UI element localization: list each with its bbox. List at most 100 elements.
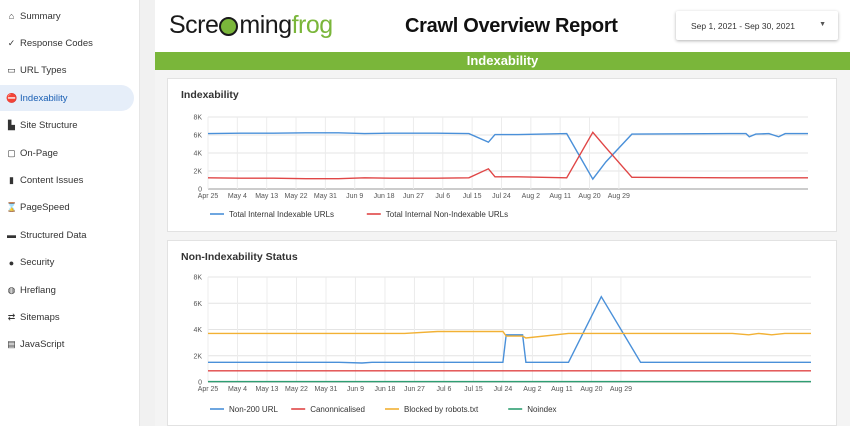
- series-line-1: [207, 132, 808, 181]
- x-tick-label: May 4: [228, 386, 247, 393]
- x-tick-label: Apr 25: [198, 193, 219, 200]
- sidebar-item-label: JavaScript: [20, 339, 65, 351]
- sidebar-item-security[interactable]: ● Security: [0, 250, 134, 276]
- x-tick-label: Aug 20: [578, 193, 600, 200]
- laptop-icon: ▬: [7, 230, 16, 241]
- site-structure-icon: ▙: [8, 120, 15, 131]
- logo-text-end: frog: [291, 10, 334, 39]
- x-tick-label: Aug 11: [551, 386, 573, 393]
- non-indexability-chart: 0 2K 4K 6K 8K Apr 25 May 4 May 13 May 22 May 31 Ju…: [193, 275, 811, 414]
- lock-icon: ●: [8, 257, 15, 268]
- checkmark-icon: ✓: [7, 37, 16, 48]
- x-tick-label: May 22: [285, 193, 308, 200]
- sidebar-item-site-structure[interactable]: ▙ Site Structure: [0, 113, 134, 139]
- legend-label: Blocked by robots.txt: [404, 405, 479, 414]
- sidebar-item-label: Response Codes: [20, 37, 93, 49]
- sidebar-item-label: URL Types: [20, 65, 67, 77]
- x-tick-label: May 13: [256, 386, 279, 393]
- x-tick-label: Aug 29: [610, 386, 632, 393]
- date-range-picker[interactable]: Sep 1, 2021 - Sep 30, 2021 ▼: [676, 11, 838, 40]
- sidebar-item-content-issues[interactable]: ▮ Content Issues: [0, 167, 134, 193]
- sidebar-item-label: Summary: [20, 10, 61, 22]
- x-tick-label: Jul 24: [492, 193, 511, 200]
- scroll-icon: ▤: [7, 339, 16, 350]
- series-line-2: [207, 131, 808, 180]
- screaming-frog-logo: Scre ming frog: [169, 8, 333, 42]
- sidebar-item-label: Hreflang: [20, 284, 56, 296]
- sidebar-item-indexability[interactable]: ⛔ Indexability: [0, 85, 134, 112]
- x-tick-label: Apr 25: [198, 386, 219, 393]
- x-tick-label: May 31: [314, 386, 337, 393]
- sidebar-item-pagespeed[interactable]: ⌛ PageSpeed: [0, 195, 134, 221]
- sidebar: ⌂ Summary ✓ Response Codes ▭ URL Types ⛔ Indexa…: [0, 0, 140, 426]
- sidebar-item-sitemaps[interactable]: ⇄ Sitemaps: [0, 304, 134, 330]
- legend-label: Canonnicalised: [310, 405, 365, 414]
- x-tick-label: Jul 15: [463, 193, 482, 200]
- x-tick-label: Aug 20: [580, 386, 602, 393]
- sidebar-item-response-codes[interactable]: ✓ Response Codes: [0, 30, 134, 56]
- chart-title: Non-Indexability Status: [181, 251, 298, 263]
- link-icon: ▭: [7, 65, 16, 76]
- sidebar-item-hreflang[interactable]: ◍ Hreflang: [0, 277, 134, 303]
- home-icon: ⌂: [8, 11, 15, 21]
- y-tick-label: 0: [198, 380, 202, 387]
- globe-icon: ◍: [7, 284, 16, 295]
- x-tick-label: Aug 2: [522, 193, 540, 200]
- indexability-chart-card: Indexability 0 2K 4K 6K 8K Apr 25 May 4 May 13 M…: [167, 78, 837, 232]
- y-tick-label: 2K: [193, 353, 202, 360]
- indexability-chart: 0 2K 4K 6K 8K Apr 25 May 4 May 13 May 22 May 31 Ju…: [193, 115, 808, 219]
- y-tick-label: 8K: [193, 275, 202, 282]
- sidebar-item-on-page[interactable]: ▢ On-Page: [0, 140, 134, 166]
- x-tick-label: Aug 11: [549, 193, 571, 200]
- non-indexability-chart-card: Non-Indexability Status 0 2K 4K 6K 8K Apr 25 M…: [167, 240, 837, 426]
- y-tick-label: 6K: [193, 133, 202, 140]
- legend-label: Total Internal Indexable URLs: [229, 210, 334, 219]
- sidebar-item-label: Security: [20, 257, 55, 269]
- sidebar-item-structured-data[interactable]: ▬ Structured Data: [0, 222, 134, 248]
- x-tick-label: May 22: [285, 386, 308, 393]
- x-tick-label: Jun 18: [374, 193, 395, 200]
- logo-text-start: Scre: [169, 10, 219, 39]
- chart-title: Indexability: [181, 89, 239, 101]
- x-tick-label: May 4: [228, 193, 247, 200]
- section-banner: Indexability: [155, 52, 850, 70]
- x-tick-label: Aug 29: [608, 193, 630, 200]
- sidebar-item-label: PageSpeed: [20, 202, 70, 214]
- sidebar-item-label: Site Structure: [20, 120, 78, 132]
- x-tick-label: Jun 9: [346, 193, 363, 200]
- logo-text-middle: ming: [239, 10, 292, 39]
- legend-label: Noindex: [527, 405, 556, 414]
- series-line-1: [208, 295, 811, 364]
- sidebar-item-summary[interactable]: ⌂ Summary: [0, 3, 134, 29]
- chevron-down-icon[interactable]: ▼: [819, 21, 826, 28]
- sidebar-item-label: Structured Data: [20, 229, 87, 241]
- y-tick-label: 8K: [193, 115, 202, 122]
- y-tick-label: 0: [198, 187, 202, 194]
- x-tick-label: Jul 24: [494, 386, 513, 393]
- x-tick-label: Jun 9: [347, 386, 364, 393]
- sidebar-item-javascript[interactable]: ▤ JavaScript: [0, 332, 134, 358]
- sidebar-item-label: Indexability: [20, 92, 68, 104]
- y-tick-label: 2K: [193, 169, 202, 176]
- x-tick-label: Jul 15: [464, 386, 483, 393]
- report-header: Scre ming frog Crawl Overview Report Sep 1…: [155, 0, 850, 52]
- x-tick-label: Jul 6: [435, 193, 450, 200]
- y-tick-label: 6K: [193, 301, 202, 308]
- x-tick-label: May 31: [314, 193, 337, 200]
- book-icon: ▮: [9, 174, 14, 185]
- x-tick-label: Jul 6: [437, 386, 452, 393]
- sidebar-item-label: Sitemaps: [20, 311, 60, 323]
- y-tick-label: 4K: [193, 151, 202, 158]
- date-range-value: Sep 1, 2021 - Sep 30, 2021: [691, 20, 795, 31]
- hourglass-icon: ⌛: [6, 202, 18, 213]
- sidebar-item-label: On-Page: [20, 147, 59, 159]
- sidebar-item-url-types[interactable]: ▭ URL Types: [0, 58, 134, 84]
- series-line-3: [208, 330, 811, 339]
- x-tick-label: Jun 27: [404, 386, 425, 393]
- x-tick-label: May 13: [255, 193, 278, 200]
- legend-label: Total Internal Non-Indexable URLs: [386, 210, 508, 219]
- no-entry-icon: ⛔: [6, 92, 18, 103]
- logo-gear-icon: [219, 16, 239, 36]
- x-tick-label: Aug 2: [523, 386, 541, 393]
- main-content: Scre ming frog Crawl Overview Report Sep 1…: [155, 0, 850, 426]
